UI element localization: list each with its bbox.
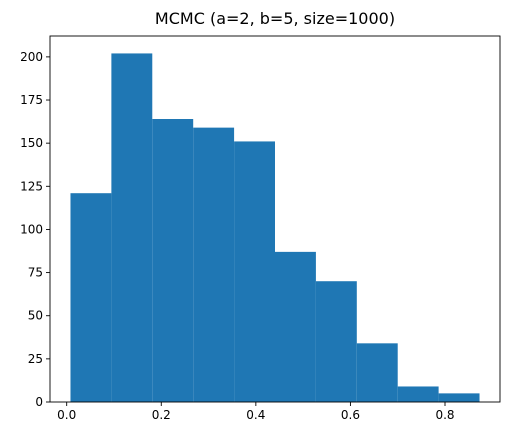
histogram-bar	[315, 281, 357, 402]
plot-frame	[49, 35, 501, 403]
histogram-bar	[356, 343, 398, 402]
histogram-bar	[275, 251, 316, 402]
histogram-bar	[152, 119, 194, 402]
histogram-bar	[397, 386, 439, 402]
axes-layer: 0.0 0.2 0.4 0.6 0.8 0 25 50 75 100 125 150 175 200	[20, 35, 501, 422]
y-tick-label: 175	[20, 93, 43, 107]
bars-layer	[70, 53, 480, 403]
histogram-bar	[70, 193, 112, 402]
y-tick-label: 0	[35, 395, 43, 409]
x-tick-label: 0.6	[341, 408, 360, 422]
histogram-bar	[438, 393, 480, 402]
y-tick-label: 100	[20, 222, 43, 236]
x-tick-label: 0.4	[246, 408, 265, 422]
x-tick-label: 0.2	[152, 408, 171, 422]
y-tick-label: 125	[20, 179, 43, 193]
histogram-bar	[111, 53, 153, 403]
chart-title: MCMC (a=2, b=5, size=1000)	[155, 9, 395, 28]
x-tick-label: 0.0	[57, 408, 76, 422]
y-tick-label: 200	[20, 50, 43, 64]
y-tick-label: 50	[28, 309, 43, 323]
histogram-bar	[234, 141, 275, 402]
y-tick-label: 150	[20, 136, 43, 150]
y-tick-label: 75	[28, 266, 43, 280]
x-tick-label: 0.8	[435, 408, 454, 422]
histogram-bar	[193, 127, 235, 402]
y-tick-label: 25	[28, 352, 43, 366]
